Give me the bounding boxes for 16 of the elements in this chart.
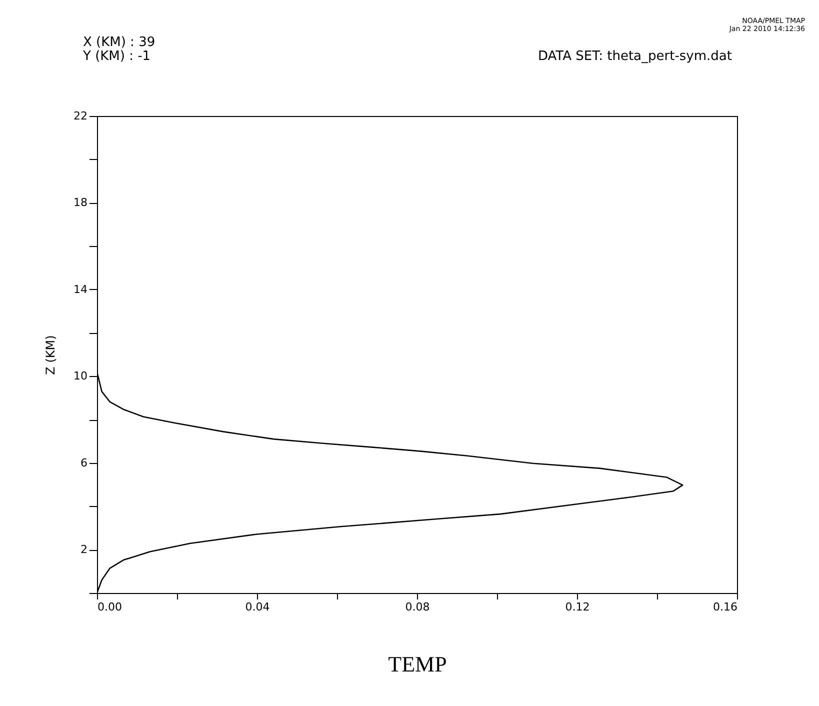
y-tick-label: 14	[74, 282, 88, 296]
y-tick-label: 2	[80, 543, 88, 556]
text: X (KM) : 39	[83, 35, 156, 50]
x-tick-label: 0.04	[245, 600, 270, 614]
text: DATA SET: theta_pert-sym.dat	[538, 49, 732, 64]
y-tick-label: 18	[74, 196, 88, 210]
x-tick-label: 0.16	[713, 600, 738, 614]
x-tick-label: 0.08	[405, 600, 430, 614]
text: Y (KM) : -1	[83, 49, 151, 64]
y-axis-title: Z (KM)	[44, 335, 58, 375]
x-tick-label: 0.12	[565, 600, 590, 614]
y-tick-label: 6	[80, 456, 88, 470]
x-axis-title: TEMP	[388, 652, 447, 676]
y-tick-label: 22	[74, 110, 88, 122]
y-tick-label: 10	[74, 370, 88, 383]
x-tick-label: 0.00	[98, 600, 122, 614]
